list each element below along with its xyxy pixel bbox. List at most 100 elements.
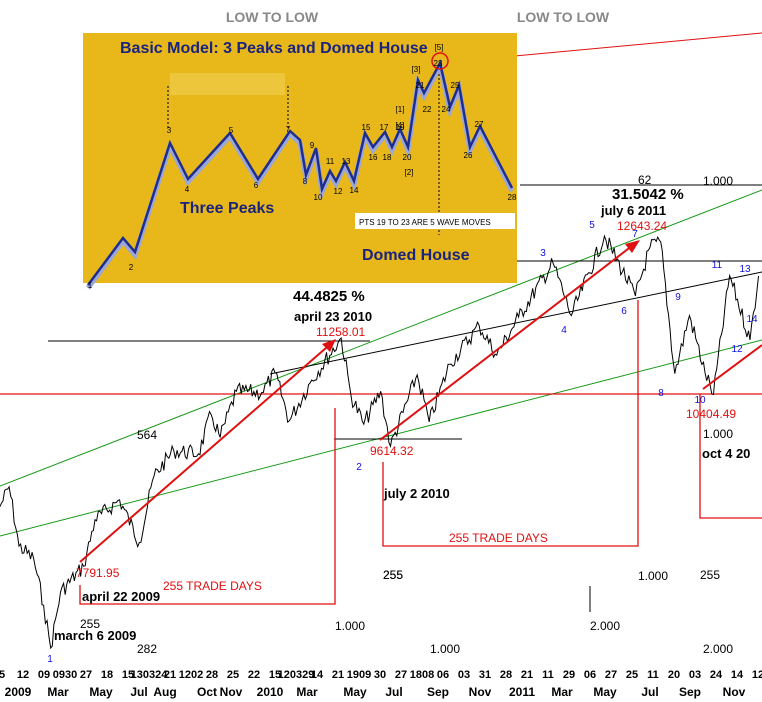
arrow-trough2-up (702, 344, 762, 390)
inset-point-24: 24 (442, 105, 451, 114)
x-day-tick-25: 21 (521, 669, 533, 681)
black-channel-upper (269, 271, 762, 375)
wave-count-6: 6 (621, 306, 627, 317)
x-day-tick-22: 03 (458, 669, 470, 681)
wave-count-13: 13 (739, 264, 751, 275)
wave-count-5: 5 (589, 220, 595, 231)
x-day-tick-20: 1808 (410, 669, 434, 681)
x-day-tick-26: 11 (542, 669, 554, 681)
inset-highlight (170, 73, 285, 95)
inset-point-27: 27 (475, 120, 484, 129)
ratio-label-3: 1.000 (703, 427, 733, 441)
x-day-tick-7: 130324 (131, 669, 169, 681)
x-month-tick-17: Sep (679, 685, 701, 699)
x-month-tick-1: Mar (47, 685, 69, 699)
inset-point-12: 12 (334, 187, 343, 196)
inset-point-21: 21 (416, 81, 425, 90)
count-label-4: 255 (700, 568, 720, 582)
inset-point-labels: 1234567891011121314151617181920212223242… (88, 59, 517, 290)
peak2-date: july 6 2011 (600, 203, 666, 218)
x-day-tick-30: 25 (626, 669, 638, 681)
inset-point-10: 10 (314, 193, 323, 202)
x-day-tick-2: 09 (38, 669, 50, 681)
arrow-trough1-to-peak2 (379, 241, 638, 441)
inset-model-line (86, 59, 514, 286)
inset-point-17: 17 (380, 123, 389, 132)
count-label-2: 255 (80, 617, 100, 631)
inset-tag-4: [2] (405, 168, 414, 177)
x-day-tick-28: 06 (584, 669, 596, 681)
ratio-label-1: 1.000 (430, 642, 460, 656)
trade-days-label-2: 255 TRADE DAYS (449, 531, 548, 545)
x-day-tick-3: 0930 (53, 669, 77, 681)
x-month-tick-2: May (89, 685, 113, 699)
ratio-labels: 1.000 1.000 1.000 1.000 1.000 2.000 2.000 (335, 174, 733, 656)
x-day-tick-21: 06 (437, 669, 449, 681)
inset-tag-1: [3] (412, 65, 421, 74)
x-day-tick-15: 14 (311, 669, 324, 681)
wave-count-12: 12 (731, 344, 743, 355)
wave-count-14: 14 (746, 314, 758, 325)
inset-wave-tags: [5] [3] [1] [4] [2] (396, 43, 444, 177)
x-month-tick-7: 2010 (257, 685, 284, 699)
bracket-3 (699, 394, 762, 519)
inset-tag-3: [4] (396, 121, 405, 130)
inset-point-28: 28 (508, 193, 517, 202)
cycle-label-left: LOW TO LOW (226, 9, 319, 25)
x-month-tick-16: Jul (641, 685, 658, 699)
x-day-tick-35: 14 (731, 669, 744, 681)
count-label-6: 62 (638, 173, 652, 187)
inset-tag-0: [5] (435, 43, 444, 52)
inset-peak-circle (431, 52, 449, 70)
trade-days-label-1: 255 TRADE DAYS (163, 579, 262, 593)
inset-point-11: 11 (326, 157, 335, 166)
bracket-2 (382, 300, 639, 547)
low0-date: march 6 2009 (54, 628, 136, 643)
x-day-tick-24: 28 (500, 669, 512, 681)
inset-point-3: 3 (167, 126, 172, 135)
x-day-tick-33: 03 (689, 669, 701, 681)
x-month-tick-10: Jul (385, 685, 402, 699)
x-day-tick-23: 31 (479, 669, 491, 681)
peak1-date: april 23 2010 (294, 309, 372, 324)
inset-point-22: 22 (423, 105, 432, 114)
trend-arrows (79, 240, 762, 563)
inset-point-18: 18 (383, 153, 392, 162)
x-day-tick-1: 12 (17, 669, 29, 681)
ratio-label-0: 1.000 (335, 619, 365, 633)
inset-tag-2: [1] (396, 105, 405, 114)
x-month-tick-3: Jul (130, 685, 147, 699)
x-day-tick-18: 30 (374, 669, 386, 681)
x-day-tick-29: 27 (605, 669, 617, 681)
x-month-tick-5: Oct (197, 685, 217, 699)
trough2-date: oct 4 20 (702, 446, 750, 461)
inset-model: Basic Model: 3 Peaks and Domed House Thr… (83, 33, 517, 290)
x-month-tick-15: May (593, 685, 617, 699)
green-channel-upper (0, 189, 762, 487)
x-day-tick-5: 18 (101, 669, 113, 681)
inset-point-26: 26 (464, 151, 473, 160)
ratio-label-6: 2.000 (703, 642, 733, 656)
trough1-price: 9614.32 (370, 444, 414, 458)
wave-count-7: 7 (632, 229, 638, 240)
x-day-tick-31: 11 (647, 669, 659, 681)
x-day-tick-12: 22 (248, 669, 260, 681)
inset-point-14: 14 (350, 186, 359, 195)
x-day-tick-0: 5 (0, 669, 5, 681)
x-day-tick-27: 29 (563, 669, 575, 681)
ratio-label-5: 2.000 (590, 619, 620, 633)
peak2-price: 12643.24 (617, 219, 667, 233)
inset-point-19: 19 (396, 123, 405, 132)
annotations: 44.4825 % april 23 2010 11258.01 31.5042… (54, 173, 750, 656)
x-month-tick-13: 2011 (509, 685, 535, 699)
low1-date: april 22 2009 (82, 589, 160, 604)
x-day-tick-16: 21 (332, 669, 344, 681)
x-month-tick-4: Aug (153, 685, 176, 699)
ratio-label-4: 1.000 (703, 174, 733, 188)
peak2-pct: 31.5042 % (612, 186, 684, 203)
price-series-line (0, 234, 759, 650)
